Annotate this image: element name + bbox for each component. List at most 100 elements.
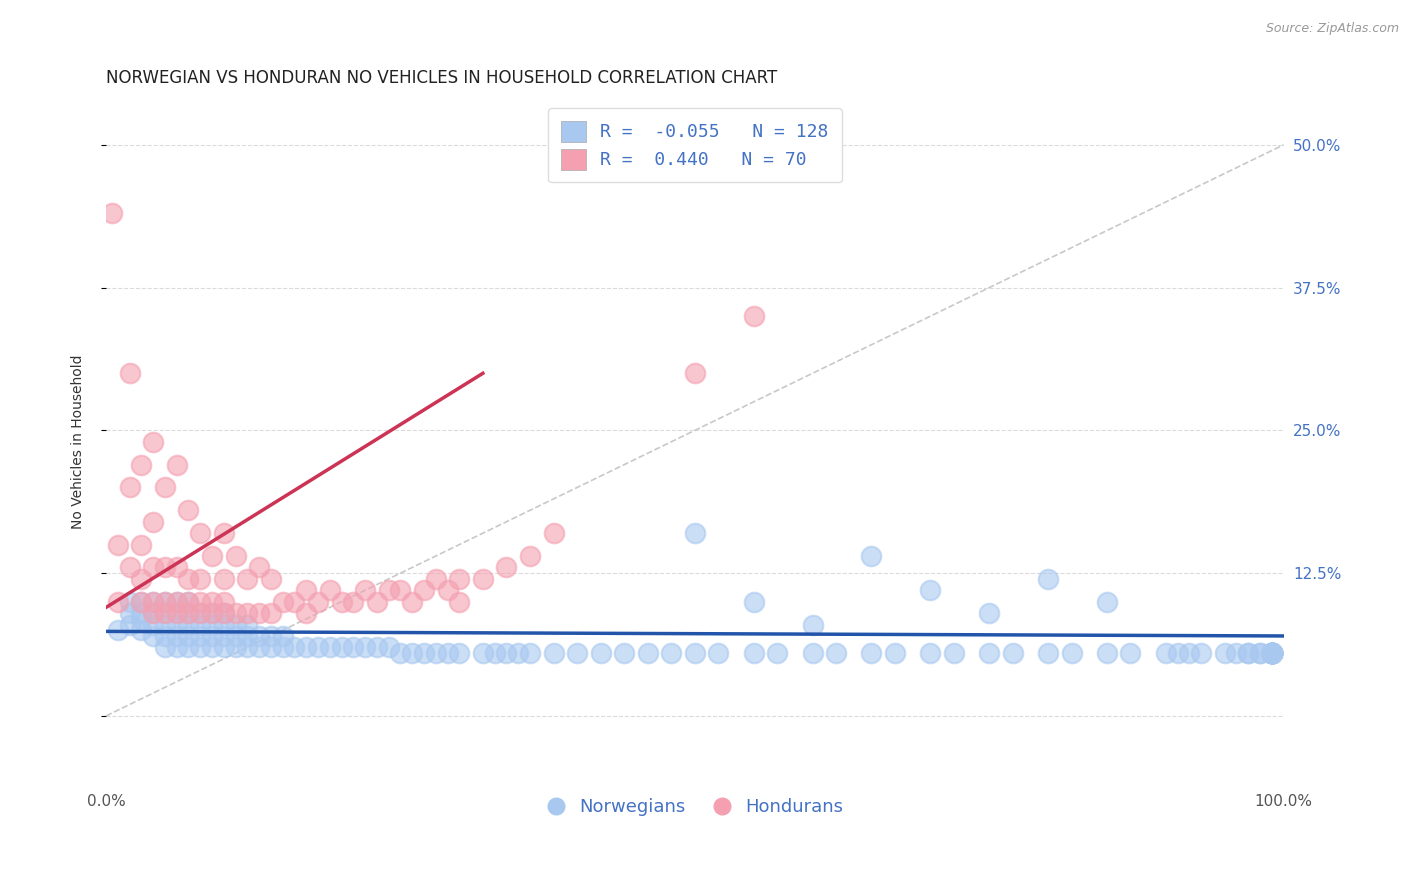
Point: [118, 595, 141, 609]
Point: [801, 646, 824, 660]
Point: [366, 640, 388, 655]
Point: [166, 606, 188, 620]
Point: [354, 583, 377, 598]
Point: [271, 640, 294, 655]
Point: [1261, 646, 1284, 660]
Point: [1119, 646, 1142, 660]
Point: [1261, 646, 1284, 660]
Point: [153, 560, 176, 574]
Point: [1167, 646, 1189, 660]
Point: [354, 640, 377, 655]
Point: [319, 583, 342, 598]
Point: [1261, 646, 1284, 660]
Point: [201, 606, 224, 620]
Point: [142, 606, 165, 620]
Point: [212, 526, 235, 541]
Point: [260, 572, 283, 586]
Point: [508, 646, 530, 660]
Point: [295, 606, 318, 620]
Point: [260, 606, 283, 620]
Point: [1001, 646, 1024, 660]
Point: [107, 624, 129, 638]
Point: [707, 646, 730, 660]
Point: [1154, 646, 1177, 660]
Point: [942, 646, 965, 660]
Point: [212, 595, 235, 609]
Point: [1261, 646, 1284, 660]
Point: [449, 572, 471, 586]
Point: [131, 538, 153, 552]
Point: [201, 629, 224, 643]
Point: [177, 595, 200, 609]
Point: [225, 549, 247, 563]
Point: [1178, 646, 1201, 660]
Point: [449, 646, 471, 660]
Point: [565, 646, 588, 660]
Point: [589, 646, 612, 660]
Point: [1189, 646, 1212, 660]
Point: [142, 617, 165, 632]
Point: [177, 595, 200, 609]
Y-axis label: No Vehicles in Household: No Vehicles in Household: [72, 354, 86, 529]
Point: [236, 629, 259, 643]
Point: [188, 606, 211, 620]
Point: [247, 640, 270, 655]
Point: [142, 606, 165, 620]
Point: [201, 606, 224, 620]
Point: [225, 617, 247, 632]
Point: [401, 646, 423, 660]
Point: [153, 606, 176, 620]
Point: [637, 646, 659, 660]
Legend: Norwegians, Hondurans: Norwegians, Hondurans: [540, 791, 851, 823]
Point: [920, 646, 942, 660]
Point: [166, 629, 188, 643]
Point: [1237, 646, 1260, 660]
Point: [1261, 646, 1284, 660]
Point: [142, 515, 165, 529]
Point: [166, 617, 188, 632]
Point: [236, 606, 259, 620]
Point: [1060, 646, 1083, 660]
Point: [271, 595, 294, 609]
Point: [247, 606, 270, 620]
Point: [142, 595, 165, 609]
Point: [118, 481, 141, 495]
Point: [153, 606, 176, 620]
Point: [401, 595, 423, 609]
Point: [413, 646, 436, 660]
Point: [188, 640, 211, 655]
Point: [118, 606, 141, 620]
Text: NORWEGIAN VS HONDURAN NO VEHICLES IN HOUSEHOLD CORRELATION CHART: NORWEGIAN VS HONDURAN NO VEHICLES IN HOU…: [105, 69, 778, 87]
Point: [1261, 646, 1284, 660]
Point: [1249, 646, 1271, 660]
Point: [271, 629, 294, 643]
Point: [188, 617, 211, 632]
Point: [118, 560, 141, 574]
Point: [742, 646, 765, 660]
Point: [177, 606, 200, 620]
Point: [1261, 646, 1284, 660]
Point: [1036, 572, 1059, 586]
Point: [177, 629, 200, 643]
Point: [236, 640, 259, 655]
Point: [166, 640, 188, 655]
Point: [142, 595, 165, 609]
Point: [495, 560, 517, 574]
Point: [979, 646, 1001, 660]
Point: [166, 560, 188, 574]
Point: [543, 646, 565, 660]
Point: [436, 646, 458, 660]
Point: [425, 572, 447, 586]
Point: [236, 617, 259, 632]
Point: [201, 640, 224, 655]
Point: [1261, 646, 1284, 660]
Point: [449, 595, 471, 609]
Point: [225, 606, 247, 620]
Point: [166, 606, 188, 620]
Point: [389, 646, 412, 660]
Point: [1261, 646, 1284, 660]
Point: [201, 549, 224, 563]
Point: [177, 617, 200, 632]
Point: [519, 646, 541, 660]
Point: [295, 583, 318, 598]
